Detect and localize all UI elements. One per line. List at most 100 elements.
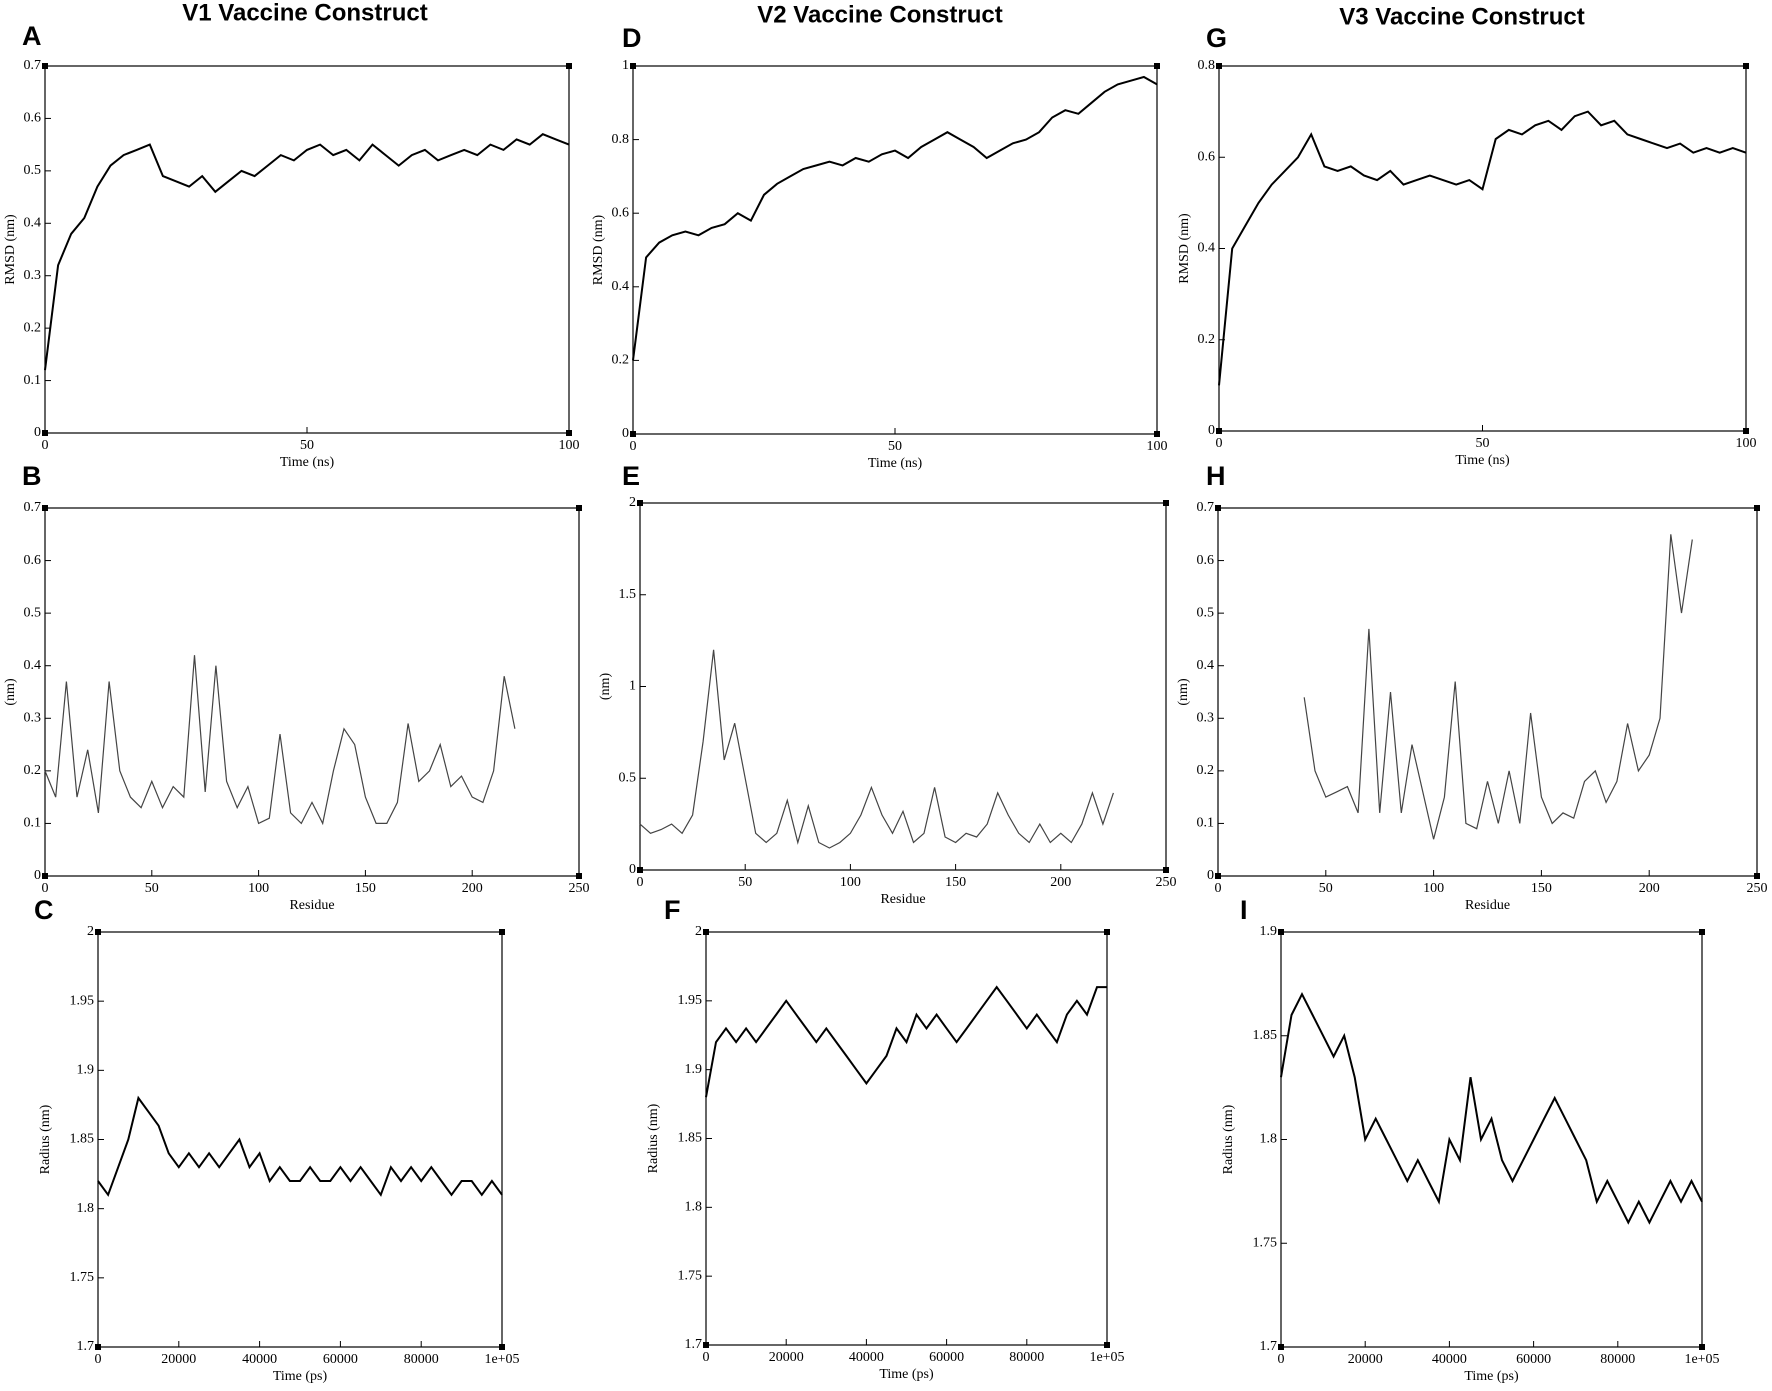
y-tick-label: 2 (629, 495, 636, 510)
x-tick-label: 0 (1215, 881, 1222, 896)
y-axis-label: (nm) (1176, 678, 1191, 706)
x-axis-label: Time (ns) (868, 456, 923, 471)
y-tick-label: 0.5 (619, 770, 637, 785)
x-tick-label: 0 (42, 881, 49, 896)
corner-marker (1104, 929, 1110, 935)
x-tick-label: 1e+05 (1089, 1350, 1124, 1365)
y-tick-label: 0.1 (24, 373, 42, 388)
panel-label: D (622, 23, 642, 53)
x-axis-label: Residue (1465, 898, 1510, 913)
y-tick-label: 0.6 (24, 553, 42, 568)
x-tick-label: 50 (738, 875, 752, 890)
x-tick-label: 60000 (929, 1350, 964, 1365)
plot-frame (705, 931, 1108, 1346)
x-tick-label: 100 (248, 881, 269, 896)
x-tick-label: 0 (1278, 1352, 1285, 1367)
y-tick-label: 0 (622, 426, 629, 441)
data-line (44, 655, 516, 826)
y-tick-label: 0.4 (24, 658, 42, 673)
y-tick-label: 0.2 (1198, 332, 1216, 347)
y-tick-label: 2 (695, 924, 702, 939)
x-tick-label: 100 (1736, 436, 1757, 451)
y-axis-label: RMSD (nm) (3, 214, 18, 285)
y-tick-label: 1.9 (77, 1063, 95, 1078)
y-tick-label: 0.3 (24, 711, 42, 726)
panel-label: B (22, 461, 42, 491)
data-line (44, 133, 570, 371)
y-axis-label: Radius (nm) (646, 1103, 661, 1173)
y-tick-label: 0 (34, 425, 41, 440)
y-tick-label: 0.8 (1198, 58, 1216, 73)
panel-label: A (22, 21, 42, 51)
plot-frame (44, 507, 580, 877)
y-axis-label: RMSD (nm) (591, 214, 606, 285)
y-tick-label: 0.6 (612, 205, 630, 220)
y-tick-label: 1 (622, 58, 629, 73)
data-line (1218, 110, 1747, 386)
x-tick-label: 200 (1639, 881, 1660, 896)
x-tick-label: 0 (42, 438, 49, 453)
panel-label: H (1206, 461, 1226, 491)
y-axis-label: Radius (nm) (38, 1104, 53, 1174)
y-tick-label: 1.7 (685, 1337, 703, 1352)
panel-label: G (1206, 23, 1227, 53)
y-axis-label: Radius (nm) (1221, 1104, 1236, 1174)
plot-frame (97, 931, 503, 1348)
x-tick-label: 20000 (769, 1350, 804, 1365)
x-tick-label: 0 (95, 1352, 102, 1367)
y-tick-label: 0.5 (24, 163, 42, 178)
column-title: V3 Vaccine Construct (1339, 3, 1584, 30)
x-axis-label: Time (ns) (1455, 453, 1510, 468)
y-tick-label: 0.2 (612, 353, 630, 368)
x-tick-label: 1e+05 (1684, 1352, 1719, 1367)
x-tick-label: 1e+05 (484, 1352, 519, 1367)
column-title: V1 Vaccine Construct (182, 0, 427, 26)
x-tick-label: 40000 (1432, 1352, 1467, 1367)
x-tick-label: 150 (1531, 881, 1552, 896)
x-axis-label: Time (ps) (273, 1369, 328, 1384)
column-title: V2 Vaccine Construct (757, 1, 1002, 28)
x-tick-label: 200 (1050, 875, 1071, 890)
y-tick-label: 0.1 (24, 816, 42, 831)
data-line (639, 649, 1114, 849)
plot-frame (44, 65, 570, 434)
y-tick-label: 0.4 (1198, 241, 1216, 256)
corner-marker (576, 505, 582, 511)
data-line (1303, 534, 1693, 840)
y-tick-label: 1.75 (678, 1268, 703, 1283)
x-tick-label: 100 (559, 438, 580, 453)
y-tick-label: 0.6 (24, 111, 42, 126)
data-line (705, 985, 1107, 1098)
y-tick-label: 1.5 (619, 587, 637, 602)
x-axis-label: Residue (289, 898, 334, 913)
y-tick-label: 0.7 (24, 58, 42, 73)
x-tick-label: 80000 (1009, 1350, 1044, 1365)
y-tick-label: 1.8 (1260, 1132, 1278, 1147)
panel-label: I (1240, 895, 1248, 925)
x-tick-label: 0 (1216, 436, 1223, 451)
y-axis-label: (nm) (598, 673, 613, 701)
y-tick-label: 1.7 (77, 1339, 95, 1354)
y-tick-label: 1.95 (678, 993, 703, 1008)
x-tick-label: 250 (1747, 881, 1768, 896)
y-tick-label: 0.4 (612, 279, 630, 294)
y-tick-label: 0.6 (1198, 149, 1216, 164)
panel-label: F (664, 895, 681, 925)
x-axis-label: Time (ps) (1464, 1369, 1519, 1384)
y-tick-label: 1.85 (70, 1132, 95, 1147)
x-tick-label: 50 (1476, 436, 1490, 451)
y-tick-label: 0.4 (24, 216, 42, 231)
x-tick-label: 80000 (404, 1352, 439, 1367)
y-tick-label: 1.85 (678, 1131, 703, 1146)
x-tick-label: 0 (630, 439, 637, 454)
y-tick-label: 1.9 (1260, 924, 1278, 939)
y-tick-label: 0 (629, 862, 636, 877)
y-tick-label: 1.75 (70, 1270, 95, 1285)
data-line (632, 75, 1158, 361)
y-tick-label: 1.8 (77, 1201, 95, 1216)
y-tick-label: 0.3 (1197, 711, 1215, 726)
panel-label: E (622, 461, 640, 491)
y-tick-label: 0.5 (24, 605, 42, 620)
x-tick-label: 250 (569, 881, 590, 896)
